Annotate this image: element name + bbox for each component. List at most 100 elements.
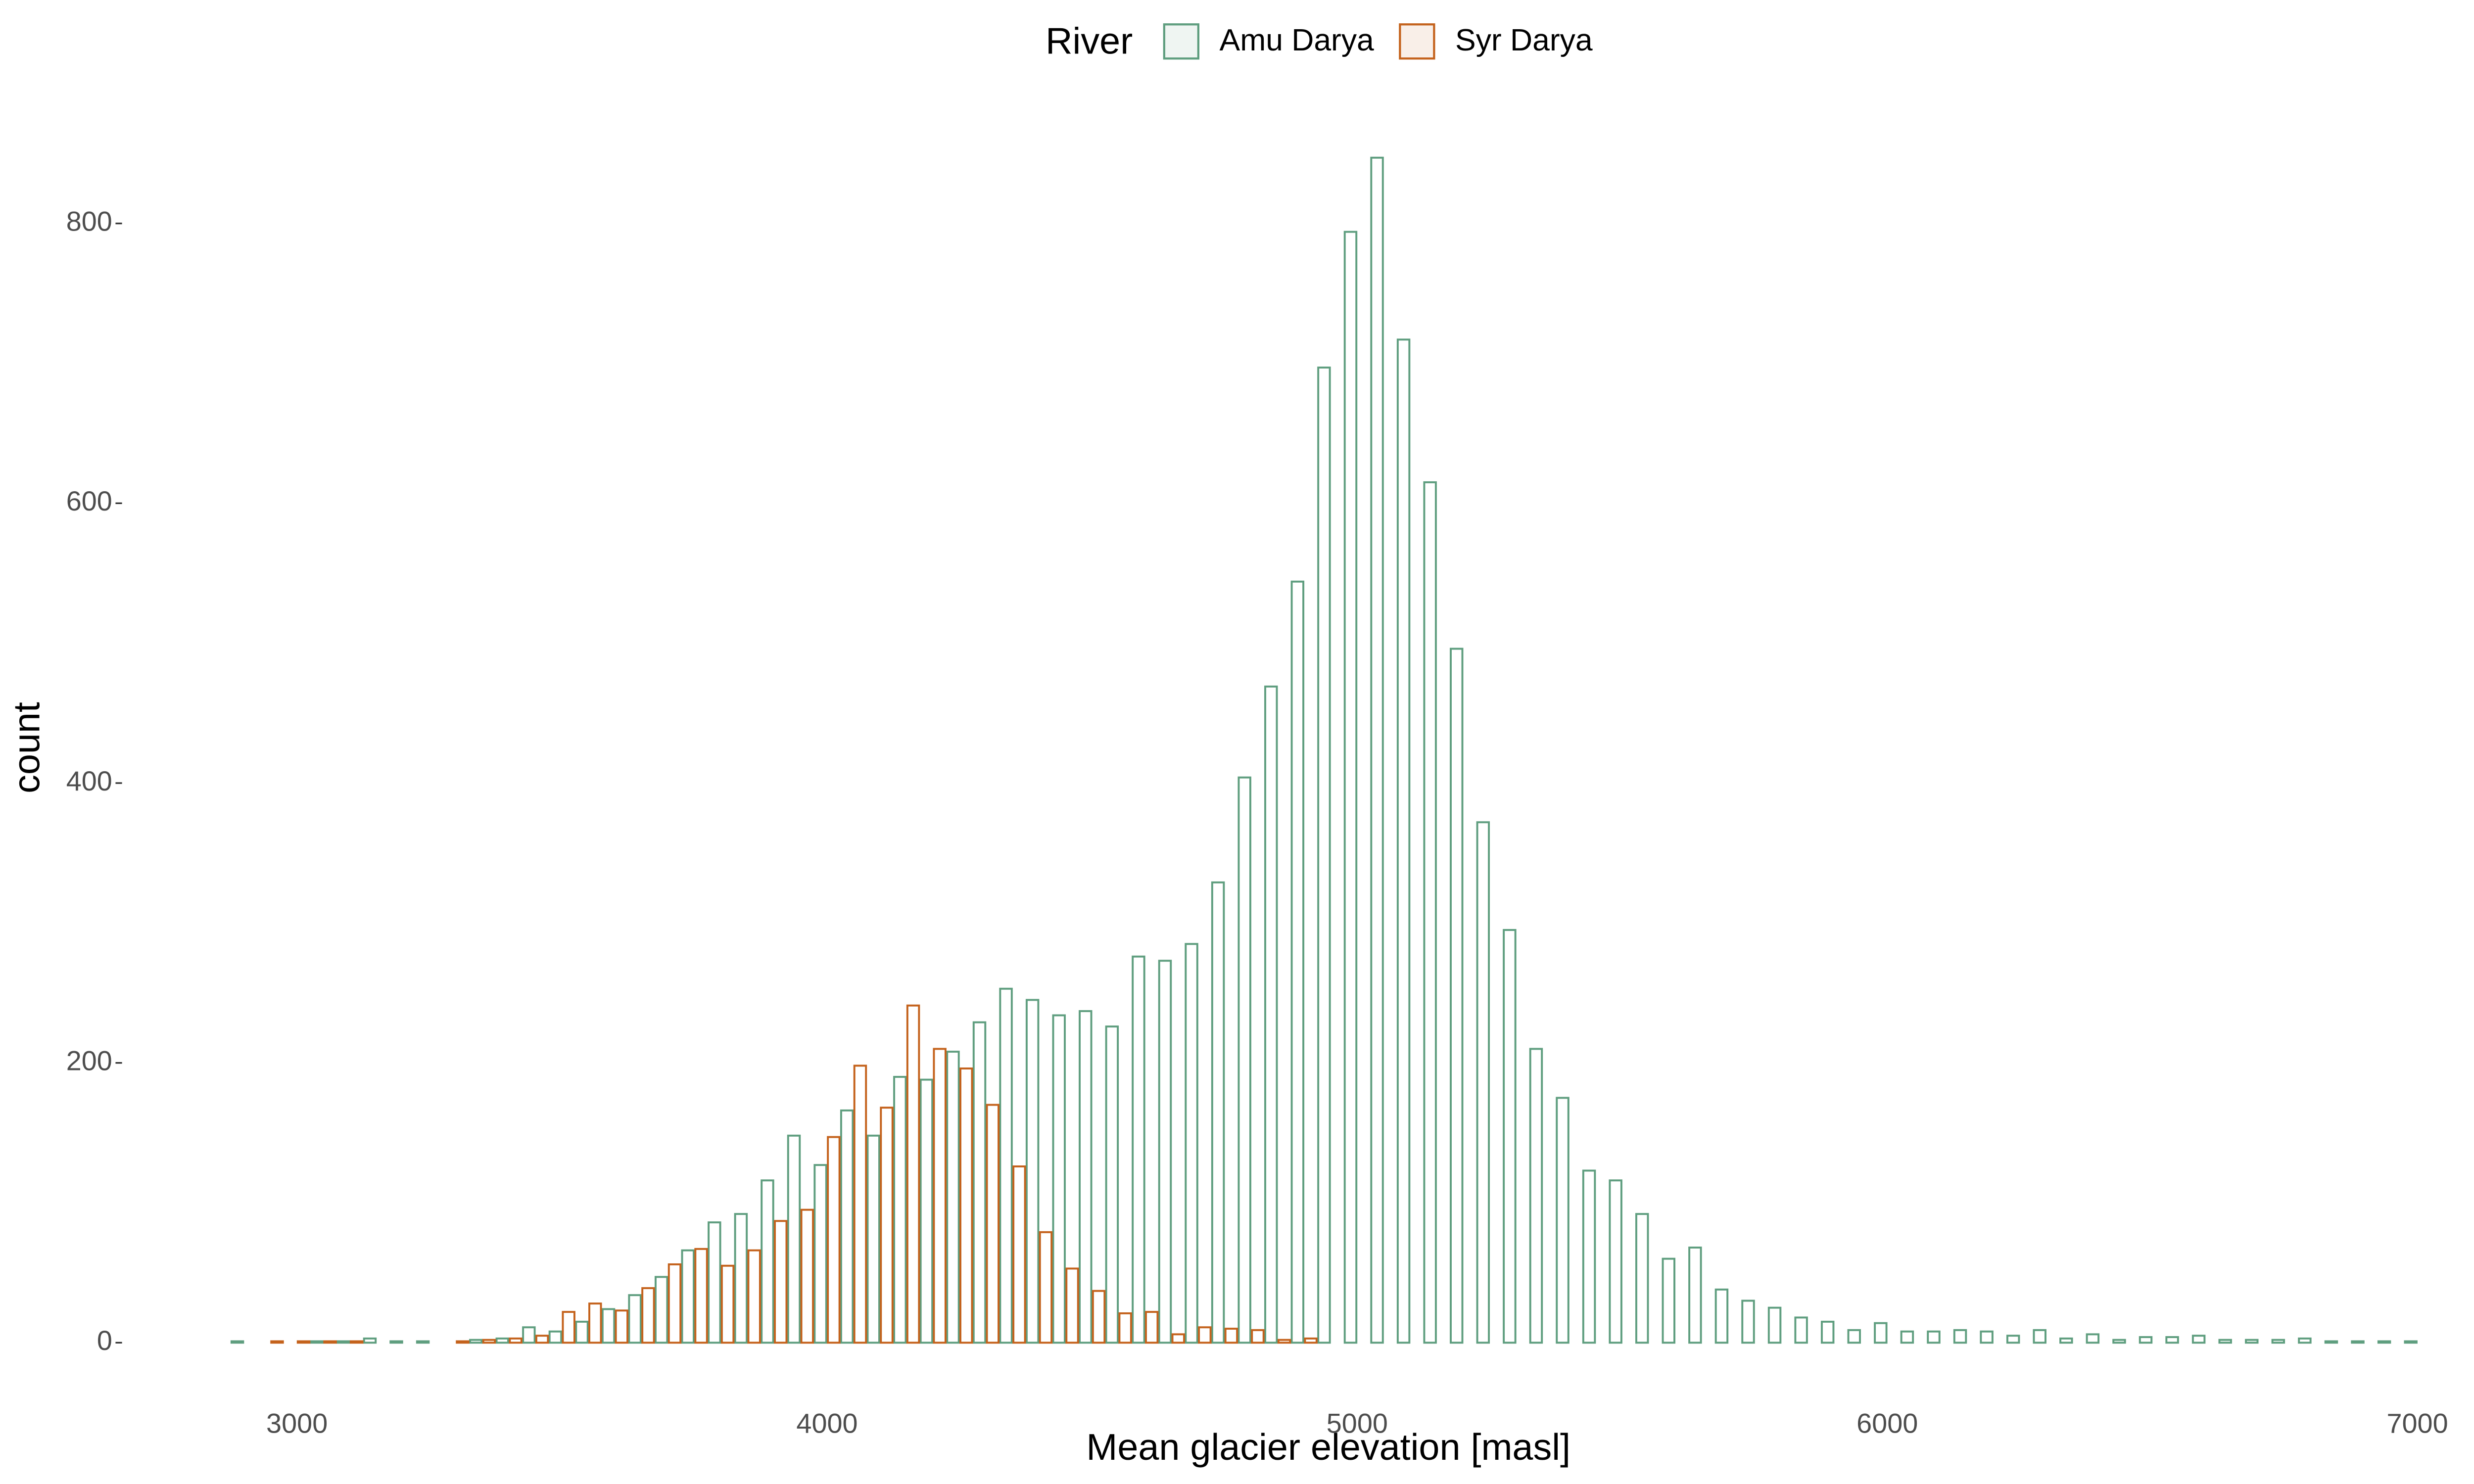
- bar: [959, 1067, 973, 1344]
- bar: [2298, 1337, 2312, 1344]
- bar: [1025, 999, 1040, 1344]
- bar: [1144, 1311, 1159, 1344]
- bar: [575, 1320, 589, 1344]
- bar: [1079, 1010, 1093, 1344]
- bar: [1423, 481, 1437, 1344]
- bar: [694, 1248, 708, 1344]
- bar: [880, 1107, 894, 1344]
- legend-title: River: [1046, 21, 1133, 62]
- bar: [1237, 776, 1251, 1344]
- bar: [2191, 1335, 2206, 1344]
- bar: [1304, 1337, 1318, 1344]
- legend-label: Syr Darya: [1455, 23, 1593, 57]
- bar: [1065, 1267, 1079, 1344]
- x-tick-label: 5000: [1327, 1407, 1388, 1438]
- legend-label: Amu Darya: [1220, 23, 1374, 57]
- bar: [972, 1021, 987, 1344]
- bar: [1370, 156, 1384, 1344]
- bar: [296, 1340, 311, 1344]
- bar: [946, 1051, 960, 1344]
- bar: [323, 1340, 337, 1344]
- bar: [1820, 1320, 1835, 1344]
- bar: [1343, 231, 1358, 1344]
- bar: [893, 1075, 907, 1344]
- bar: [853, 1065, 867, 1344]
- bar: [1132, 955, 1145, 1344]
- x-tick-label: 6000: [1856, 1407, 1918, 1438]
- bar: [482, 1339, 496, 1344]
- bar: [349, 1340, 364, 1344]
- bar: [708, 1221, 721, 1344]
- y-tick-label: 0: [97, 1325, 112, 1356]
- bar: [1794, 1316, 1808, 1344]
- bar: [1741, 1299, 1755, 1344]
- bar: [1211, 881, 1225, 1344]
- bar: [1290, 580, 1305, 1344]
- bar: [1635, 1213, 1649, 1344]
- bar: [562, 1311, 575, 1344]
- bar: [933, 1048, 947, 1344]
- legend-key: [1163, 23, 1199, 60]
- bar: [1688, 1247, 1702, 1344]
- bar: [469, 1339, 483, 1344]
- bar: [2165, 1336, 2179, 1344]
- bar: [813, 1164, 827, 1344]
- bar: [1609, 1179, 1622, 1344]
- bar: [389, 1340, 403, 1344]
- bar: [2351, 1340, 2365, 1344]
- bar: [1953, 1329, 1967, 1344]
- bar: [2086, 1333, 2100, 1344]
- bar: [2006, 1335, 2020, 1344]
- bar: [1767, 1306, 1782, 1344]
- bar: [2404, 1340, 2418, 1344]
- legend-key: [1399, 23, 1435, 60]
- bar: [1012, 1165, 1026, 1344]
- bar: [919, 1078, 934, 1344]
- y-tick-label: 400: [66, 765, 112, 796]
- bar: [509, 1337, 523, 1344]
- bar: [681, 1249, 695, 1344]
- bar: [827, 1136, 841, 1344]
- bar: [310, 1340, 324, 1344]
- x-tick-label: 7000: [2386, 1407, 2448, 1438]
- bar: [1158, 960, 1172, 1344]
- bar: [2271, 1339, 2285, 1344]
- bar: [1105, 1025, 1119, 1344]
- x-tick-label: 3000: [266, 1407, 328, 1438]
- y-tick-label: 800: [66, 205, 112, 236]
- bar: [270, 1340, 284, 1344]
- bar: [1118, 1312, 1132, 1344]
- bar: [2377, 1340, 2391, 1344]
- bar: [1556, 1097, 1570, 1344]
- bar: [1582, 1169, 1596, 1344]
- y-axis-title: count: [6, 702, 48, 793]
- bar: [986, 1104, 1000, 1344]
- bar: [1198, 1326, 1212, 1344]
- bar: [628, 1294, 642, 1344]
- bar: [495, 1337, 510, 1344]
- bar: [1171, 1333, 1185, 1344]
- bar: [336, 1340, 350, 1344]
- bar: [615, 1309, 629, 1344]
- bar: [1264, 685, 1278, 1344]
- bar: [456, 1340, 470, 1344]
- bar: [1251, 1329, 1265, 1344]
- bar: [1396, 338, 1411, 1344]
- bar: [601, 1308, 616, 1344]
- bar: [840, 1109, 854, 1344]
- bar: [1847, 1329, 1861, 1344]
- bar: [641, 1287, 655, 1344]
- bar: [734, 1213, 748, 1344]
- bar: [416, 1340, 430, 1344]
- bar: [2245, 1339, 2259, 1344]
- bar: [1900, 1330, 1914, 1344]
- bar: [2324, 1340, 2338, 1344]
- bar: [230, 1340, 244, 1344]
- bar: [667, 1263, 682, 1344]
- bar: [1185, 943, 1198, 1344]
- bar: [2218, 1339, 2232, 1344]
- bar: [548, 1330, 563, 1344]
- bar: [1714, 1288, 1729, 1344]
